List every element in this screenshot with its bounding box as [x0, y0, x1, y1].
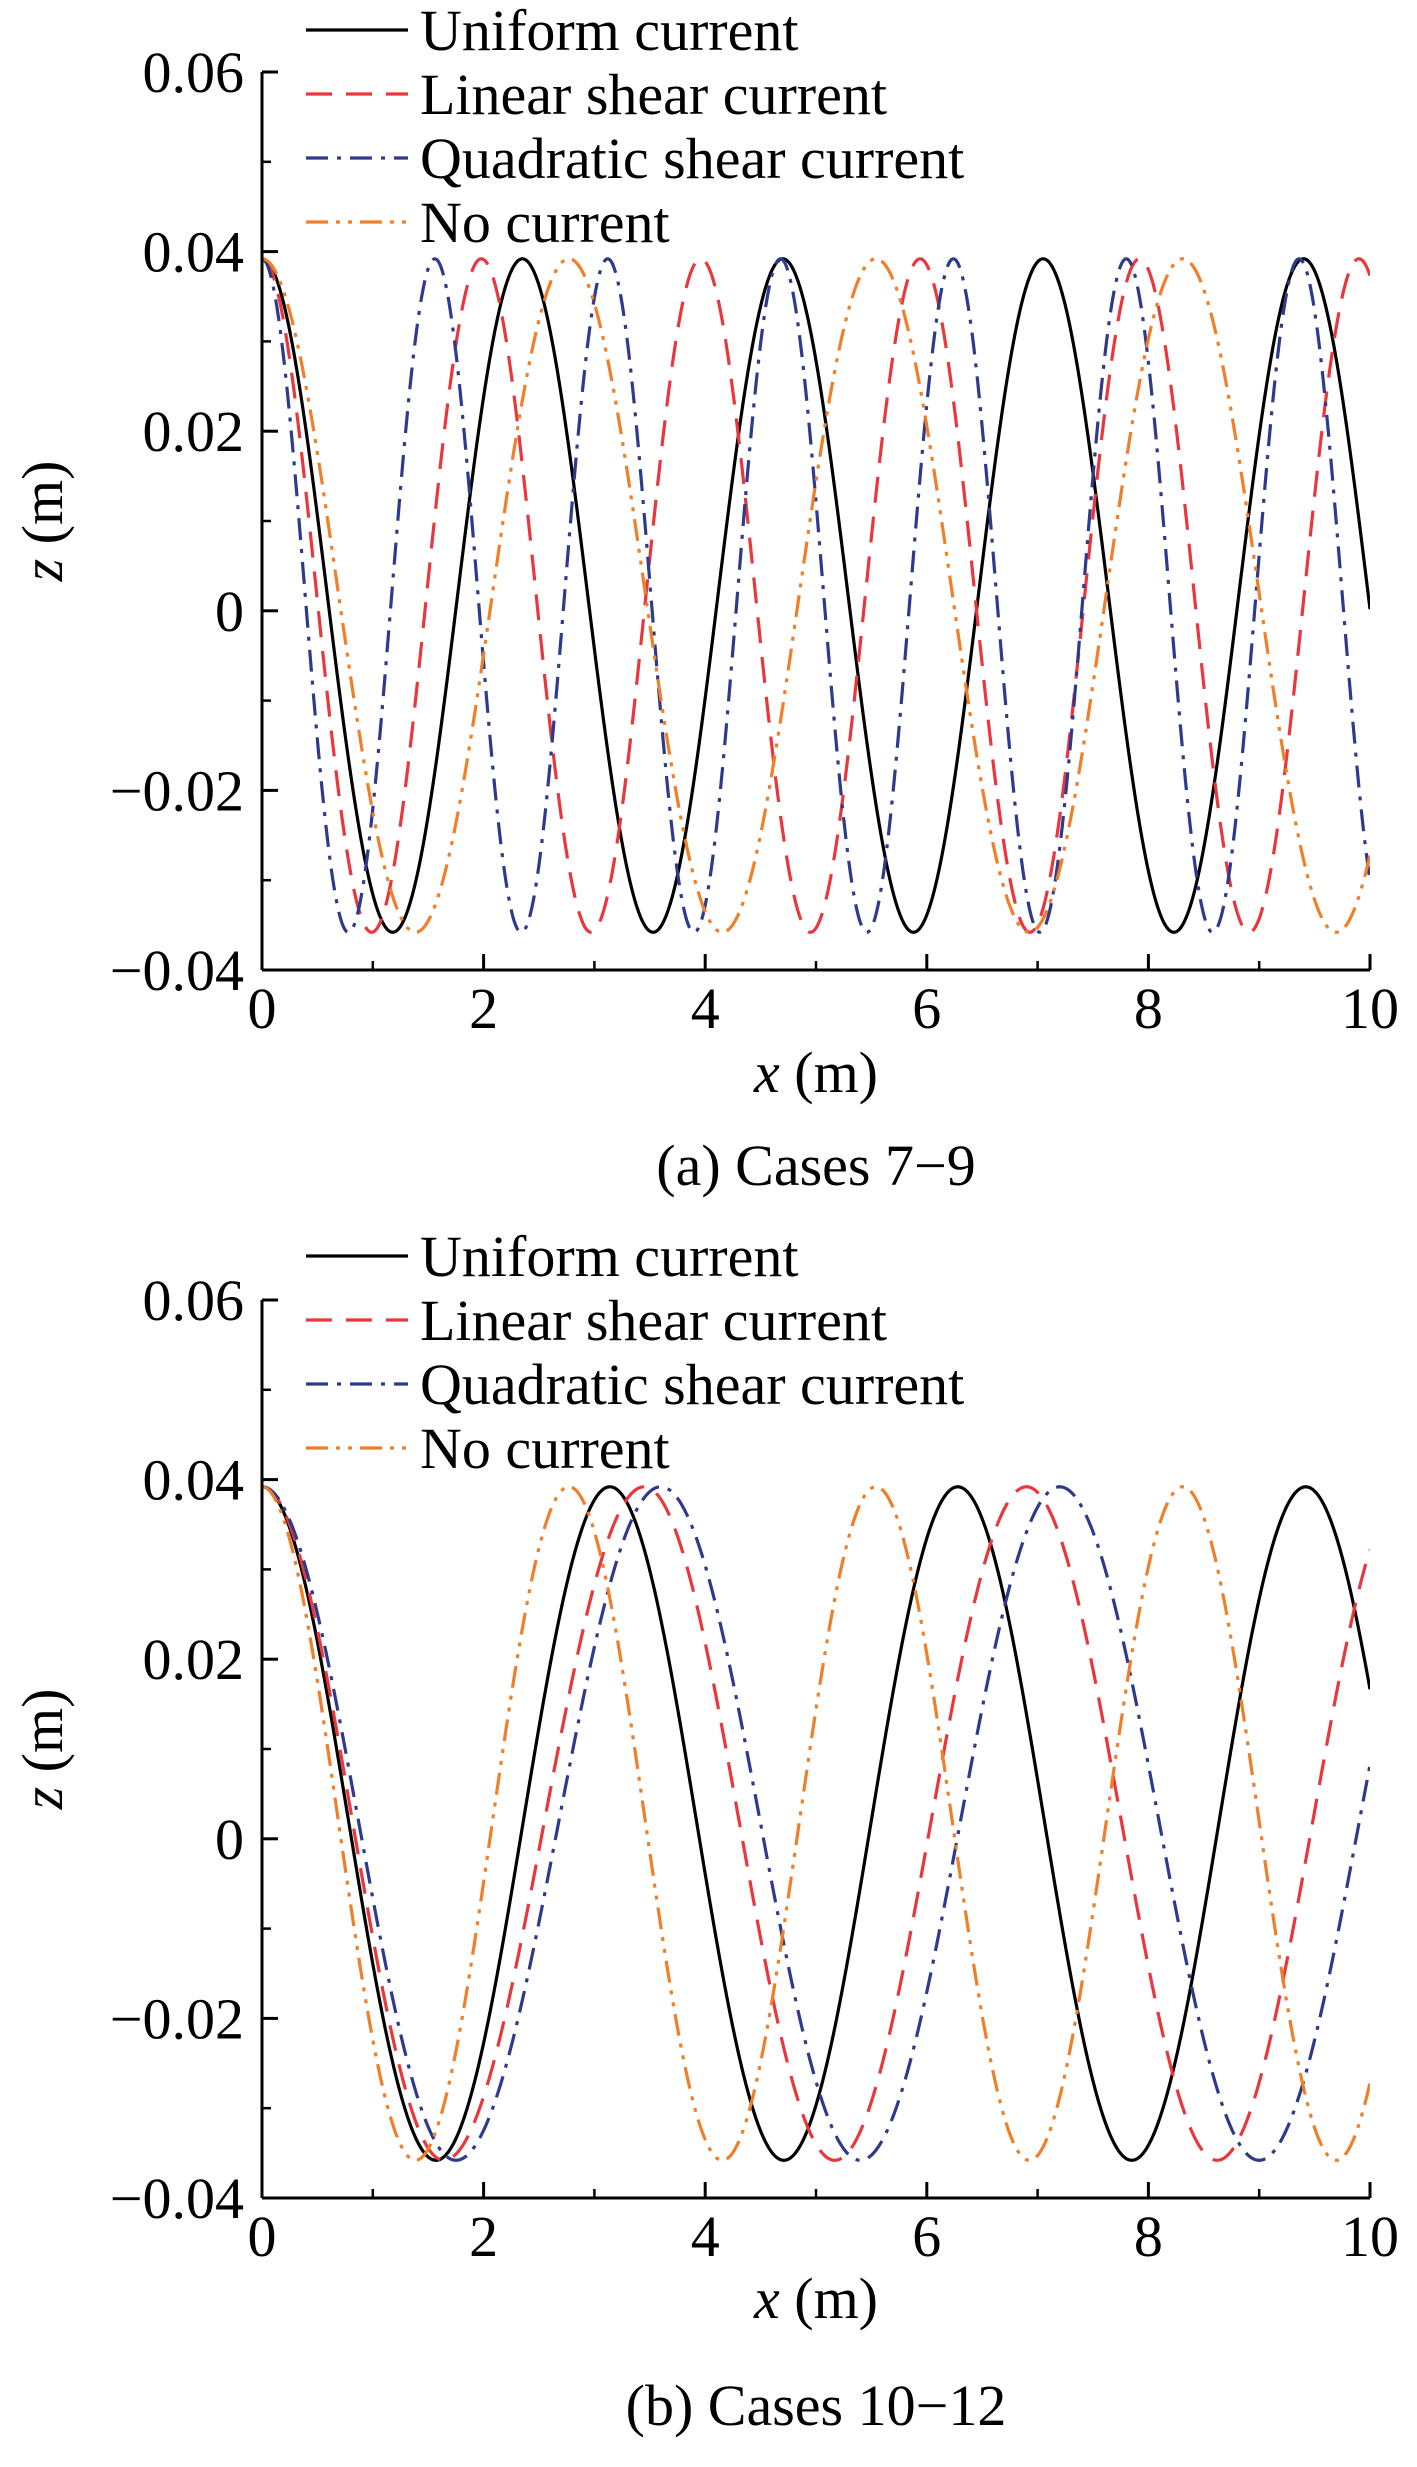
y-tick-label: −0.02 — [110, 1986, 244, 2051]
series-line-linear-shear-current — [262, 1485, 1370, 2162]
y-tick-label: 0.06 — [143, 40, 245, 105]
series-line-quadratic-shear-current — [262, 257, 1370, 934]
y-tick-label: 0.06 — [143, 1268, 245, 1333]
x-axis-label: x (m) — [753, 1040, 878, 1105]
series-line-no-current — [262, 1485, 1370, 2162]
legend-label: Linear shear current — [420, 1288, 887, 1353]
y-tick-label: 0.02 — [143, 399, 245, 464]
x-axis-label: x (m) — [753, 2266, 878, 2331]
chart-caption: (a) Cases 7−9 — [656, 1133, 975, 1198]
series-line-linear-shear-current — [262, 257, 1370, 934]
legend-label: Quadratic shear current — [420, 126, 964, 191]
series-line-uniform-current — [262, 257, 1370, 934]
series-line-uniform-current — [262, 1485, 1370, 2162]
x-tick-label: 2 — [469, 2204, 498, 2269]
y-tick-label: 0 — [215, 579, 244, 644]
legend-label: Linear shear current — [420, 62, 887, 127]
legend-label: No current — [420, 1416, 670, 1481]
x-tick-label: 8 — [1134, 976, 1163, 1041]
y-tick-label: 0.04 — [143, 1448, 245, 1513]
y-tick-label: −0.04 — [110, 938, 244, 1003]
y-tick-label: 0.04 — [143, 220, 245, 285]
x-tick-label: 0 — [248, 976, 277, 1041]
y-tick-label: −0.04 — [110, 2166, 244, 2231]
x-tick-label: 10 — [1341, 976, 1399, 1041]
x-tick-label: 8 — [1134, 2204, 1163, 2269]
legend-label: Quadratic shear current — [420, 1352, 964, 1417]
chart-a: 0 2 4 6 8 10 −0.04 −0.02 0 0.02 0.04 0.06 x (m) z (m)… — [10, 0, 1399, 1198]
series-line-no-current — [262, 257, 1370, 934]
legend-label: Uniform current — [420, 0, 798, 63]
x-tick-label: 0 — [248, 2204, 277, 2269]
y-tick-label: −0.02 — [110, 758, 244, 823]
x-tick-label: 4 — [691, 976, 720, 1041]
series-line-quadratic-shear-current — [262, 1485, 1370, 2162]
y-tick-label: 0 — [215, 1807, 244, 1872]
series-group — [262, 1485, 1370, 2162]
x-tick-label: 6 — [912, 976, 941, 1041]
chart-caption: (b) Cases 10−12 — [626, 2373, 1007, 2438]
legend-label: No current — [420, 190, 670, 255]
y-tick-label: 0.02 — [143, 1627, 245, 1692]
x-tick-label: 10 — [1341, 2204, 1399, 2269]
x-tick-label: 4 — [691, 2204, 720, 2269]
chart-b: 0 2 4 6 8 10 −0.04 −0.02 0 0.02 0.04 0.06 x (m) z (m)… — [10, 1224, 1399, 2438]
series-group — [262, 257, 1370, 934]
y-axis-label: z (m) — [10, 1689, 75, 1811]
x-tick-label: 2 — [469, 976, 498, 1041]
y-axis-label: z (m) — [10, 461, 75, 583]
x-tick-label: 6 — [912, 2204, 941, 2269]
legend-label: Uniform current — [420, 1224, 798, 1289]
